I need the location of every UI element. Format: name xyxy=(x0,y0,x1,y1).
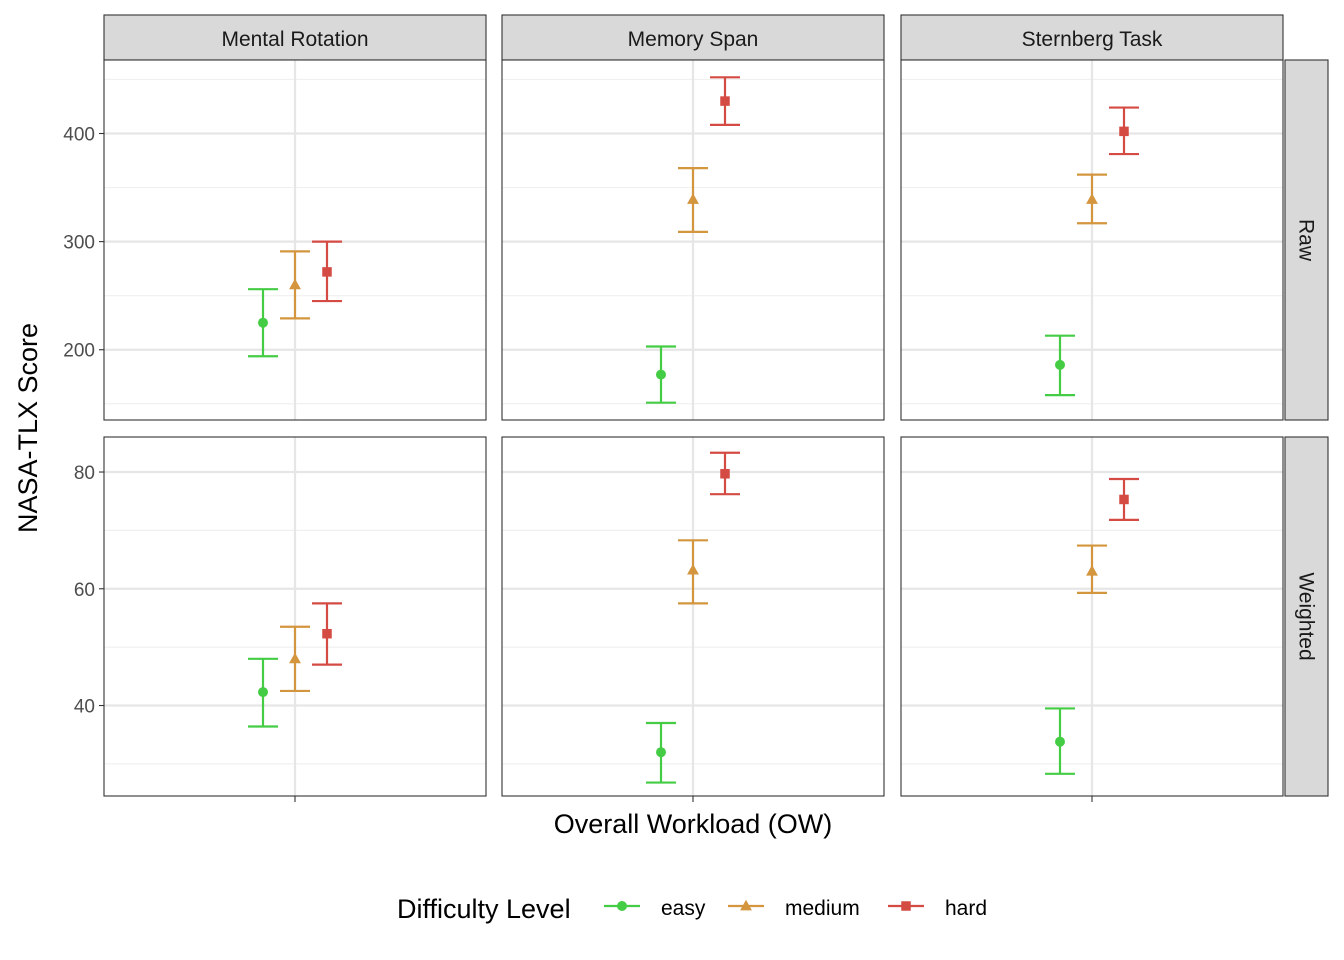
marker-easy xyxy=(1055,736,1065,747)
y-tick-label: 200 xyxy=(63,341,95,362)
y-tick-label: 300 xyxy=(63,233,95,254)
legend-item-hard: hard xyxy=(888,897,987,920)
marker-medium xyxy=(687,563,699,575)
point-medium-weighted-mental-rotation xyxy=(280,625,310,693)
y-tick-label: 80 xyxy=(74,463,95,484)
y-tick-label: 400 xyxy=(63,125,95,146)
y-tick-label: 40 xyxy=(74,697,95,718)
point-medium-raw-mental-rotation xyxy=(280,250,310,320)
y-axis-title: NASA-TLX Score xyxy=(13,323,43,533)
strip-weighted xyxy=(1284,436,1329,797)
panel-weighted-mental-rotation xyxy=(103,436,487,797)
point-hard-weighted-mental-rotation xyxy=(312,602,342,666)
panel-raw-mental-rotation xyxy=(103,59,487,421)
strip-memory-span xyxy=(501,14,885,61)
marker-hard xyxy=(322,267,332,277)
axes-layer: 200 300 400 40 60 80 xyxy=(63,125,1093,802)
marker-easy xyxy=(1055,359,1065,370)
marker-easy xyxy=(656,369,666,380)
x-axis-title: Overall Workload (OW) xyxy=(554,809,833,839)
panel-border xyxy=(103,59,487,421)
y-tick-label: 60 xyxy=(74,580,95,601)
point-medium-weighted-memory-span xyxy=(678,539,708,605)
marker-hard xyxy=(720,469,730,479)
point-easy-raw-sternberg-task xyxy=(1045,334,1075,397)
marker-easy xyxy=(656,747,666,758)
point-medium-raw-memory-span xyxy=(678,167,708,233)
panel-border xyxy=(501,59,885,421)
strip-raw xyxy=(1284,59,1329,421)
marker-medium xyxy=(1086,193,1098,204)
strip-label-sternberg-task: Sternberg Task xyxy=(1022,28,1163,51)
marker-easy xyxy=(258,317,268,328)
legend-key-marker xyxy=(901,901,911,911)
point-hard-raw-mental-rotation xyxy=(312,240,342,303)
point-hard-weighted-memory-span xyxy=(710,451,740,496)
point-hard-raw-sternberg-task xyxy=(1109,106,1139,156)
strip-label-raw: Raw xyxy=(1295,219,1318,262)
strip-sternberg-task xyxy=(900,14,1284,61)
point-easy-raw-memory-span xyxy=(646,345,676,404)
marker-hard xyxy=(322,628,332,639)
point-hard-weighted-sternberg-task xyxy=(1109,477,1139,521)
legend-label: medium xyxy=(785,897,860,920)
panel-weighted-memory-span xyxy=(501,436,885,797)
legend-key-marker xyxy=(617,901,627,911)
marker-medium xyxy=(289,652,301,664)
legend-label: hard xyxy=(945,897,987,920)
panel-raw-sternberg-task xyxy=(900,59,1284,421)
strip-label-weighted: Weighted xyxy=(1295,572,1318,660)
marker-easy xyxy=(258,687,268,698)
panel-weighted-sternberg-task xyxy=(900,436,1284,797)
legend-item-medium: medium xyxy=(728,897,860,920)
panels-layer: Mental Rotation Memory Span Sternberg Task… xyxy=(103,14,1329,797)
point-medium-raw-sternberg-task xyxy=(1077,173,1107,225)
point-easy-weighted-memory-span xyxy=(646,721,676,784)
point-easy-weighted-mental-rotation xyxy=(248,657,278,728)
legend-label: easy xyxy=(661,897,706,920)
marker-medium xyxy=(687,193,699,204)
strip-label-mental-rotation: Mental Rotation xyxy=(221,28,368,51)
legend-title: Difficulty Level xyxy=(397,894,571,924)
marker-hard xyxy=(720,96,730,106)
marker-hard xyxy=(1119,494,1129,505)
point-medium-weighted-sternberg-task xyxy=(1077,544,1107,594)
strip-label-memory-span: Memory Span xyxy=(628,28,759,51)
marker-hard xyxy=(1119,126,1129,137)
legend-key-marker xyxy=(740,899,752,911)
panel-raw-memory-span xyxy=(501,59,885,421)
point-hard-raw-memory-span xyxy=(710,76,740,126)
strip-mental-rotation xyxy=(103,14,487,61)
panel-border xyxy=(900,59,1284,421)
legend: Difficulty Level easy medium hard xyxy=(397,894,987,924)
point-easy-weighted-sternberg-task xyxy=(1045,707,1075,775)
marker-medium xyxy=(1086,565,1098,576)
legend-item-easy: easy xyxy=(604,897,706,920)
marker-medium xyxy=(289,278,301,290)
point-easy-raw-mental-rotation xyxy=(248,288,278,358)
